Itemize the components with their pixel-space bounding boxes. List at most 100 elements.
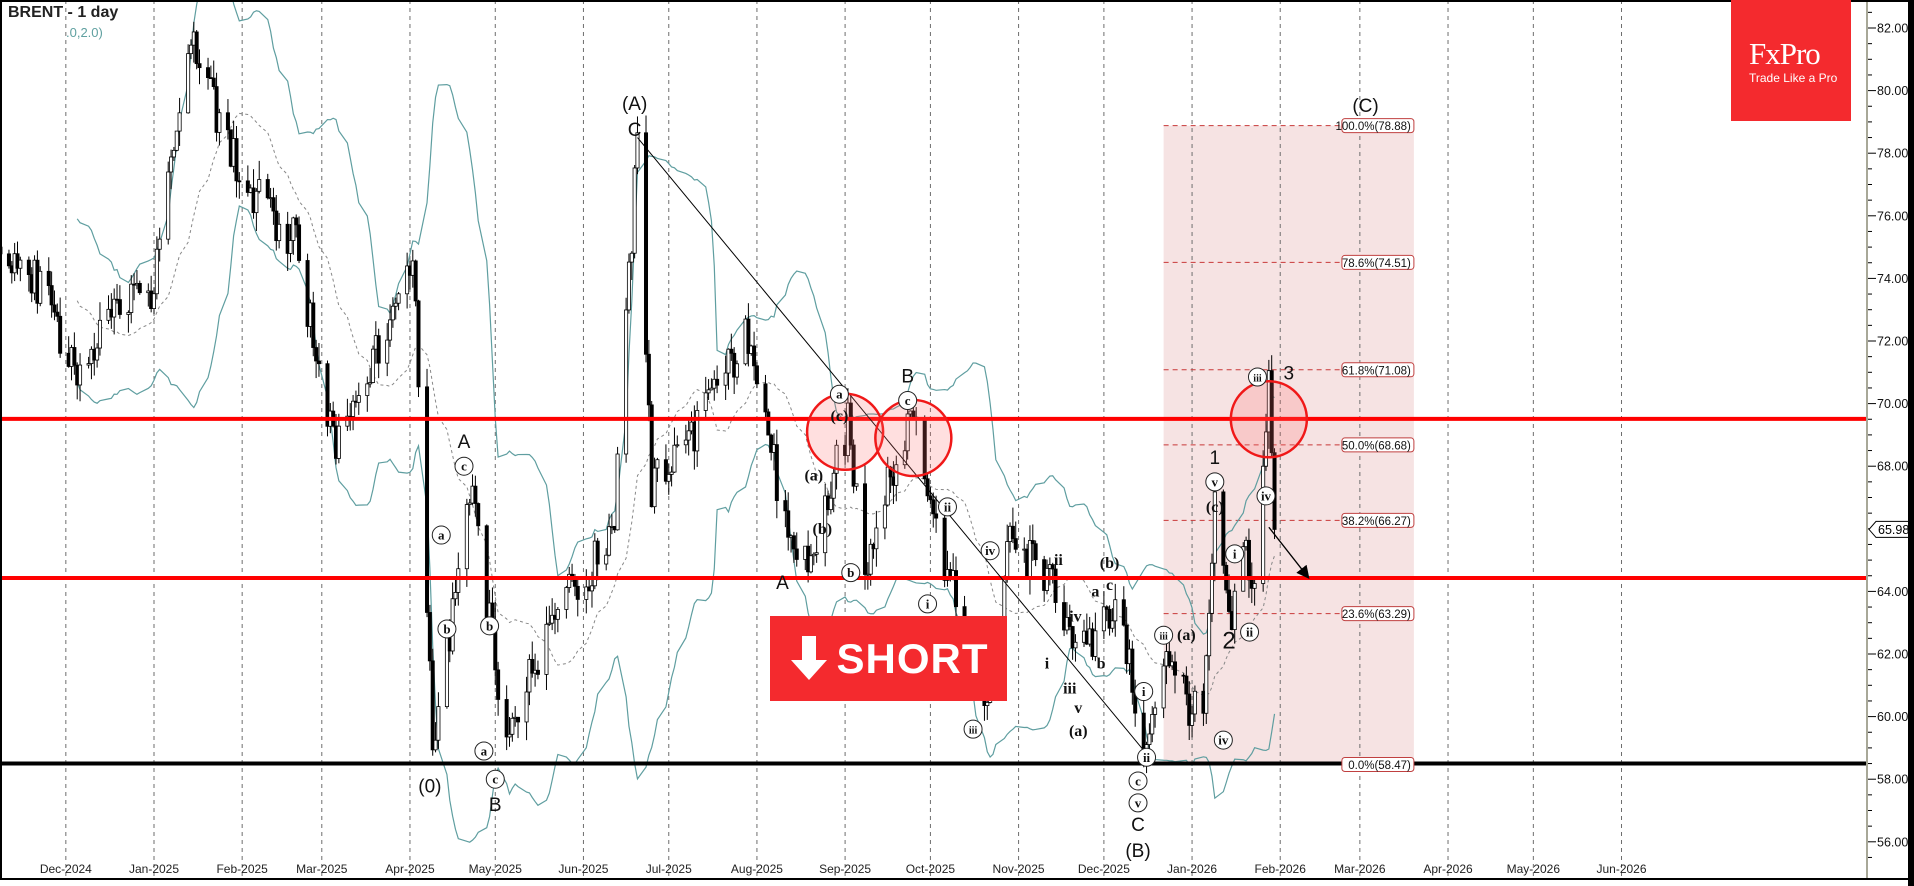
fib-label-box	[1341, 362, 1415, 378]
candle-body	[237, 180, 242, 183]
candle-body	[1227, 589, 1232, 612]
candle	[516, 716, 521, 739]
candle	[683, 424, 688, 454]
candle	[555, 607, 560, 633]
candle-body	[1261, 465, 1266, 584]
candle	[894, 455, 899, 502]
candle	[464, 498, 469, 587]
candle	[376, 328, 381, 379]
candle-body	[1232, 590, 1237, 630]
wave-label-text: A	[776, 573, 789, 594]
wave-label-text: iii	[1063, 680, 1077, 697]
candle	[325, 360, 330, 437]
price-axis-label: 80.00	[1877, 84, 1908, 98]
candle	[1167, 642, 1172, 669]
candle-body	[177, 112, 182, 132]
candle	[774, 429, 779, 519]
fib-label-text: 0.0%(58.47)	[1348, 760, 1411, 772]
wave-label-text: C	[1131, 815, 1145, 836]
wave-label-text: (B)	[1125, 841, 1150, 862]
fib-level-label: 61.8%(71.08)	[1341, 362, 1415, 378]
candle-body	[669, 471, 674, 475]
wave-label-circle	[480, 616, 500, 636]
candle	[575, 579, 580, 617]
candle-body	[1207, 612, 1212, 657]
wave-label-text: (A)	[622, 94, 647, 115]
candle-body	[277, 223, 282, 242]
candle	[46, 257, 51, 296]
candle	[154, 236, 159, 300]
candle	[934, 495, 939, 533]
candle-body	[1070, 626, 1075, 649]
highlight-circle	[805, 392, 885, 472]
fib-label-box	[1341, 606, 1415, 622]
candle-body	[766, 411, 771, 436]
candle-body	[854, 483, 859, 487]
candle-body	[1050, 564, 1055, 570]
candle	[564, 585, 569, 619]
wave-label: (b)	[813, 521, 833, 538]
candle	[1033, 540, 1038, 567]
candle	[666, 463, 671, 495]
wave-label-circle	[898, 390, 918, 410]
candle	[1070, 625, 1075, 660]
right-border	[1908, 0, 1914, 886]
candle-body	[848, 402, 853, 446]
x-tick-label: Apr-2025	[385, 862, 435, 876]
candle-body	[646, 353, 651, 406]
candle	[351, 394, 356, 431]
candle	[6, 249, 11, 269]
wave-label-text: v	[1135, 795, 1142, 810]
candle-body	[464, 504, 469, 570]
arrow-down-icon	[790, 635, 827, 680]
highlight-circle	[1229, 380, 1309, 459]
candle	[1067, 604, 1072, 631]
wave-label: 2	[1222, 627, 1235, 654]
candle-body	[715, 378, 720, 386]
wave-label-text: i	[1142, 684, 1146, 699]
wave-label-circle	[963, 719, 983, 739]
wave-label-text: (b)	[1100, 555, 1120, 572]
wave-label-text: a	[836, 387, 843, 402]
candle	[58, 297, 63, 358]
wave-label-circle	[1134, 682, 1154, 702]
candle	[735, 360, 740, 385]
candle-body	[390, 305, 395, 321]
candle-body	[433, 739, 438, 751]
x-tick-label: Jul-2025	[646, 862, 692, 876]
candle-body	[706, 389, 711, 394]
wave-label: B	[489, 795, 502, 816]
wave-label-text: c	[905, 393, 911, 408]
candle-body	[413, 260, 418, 302]
candle	[882, 495, 887, 540]
candle	[1104, 605, 1109, 622]
candle-body	[214, 86, 219, 133]
candle-body	[695, 410, 700, 452]
candle-body	[510, 717, 515, 735]
candle-body	[507, 733, 512, 738]
candle-body	[186, 53, 191, 114]
candle	[791, 531, 796, 563]
candle-body	[174, 130, 179, 151]
candle-body	[285, 223, 290, 254]
logo-brand: FxPro	[1749, 36, 1821, 71]
candle-body	[393, 302, 398, 307]
candle	[1030, 524, 1035, 561]
wave-label-text: b	[443, 621, 450, 636]
candle-body	[703, 392, 708, 411]
candle	[863, 465, 868, 590]
candle	[814, 536, 819, 563]
wave-label-text: a	[438, 528, 445, 543]
candle-body	[524, 691, 529, 723]
candle	[197, 49, 202, 85]
candle	[356, 382, 361, 415]
candle	[632, 164, 637, 259]
wave-label: c	[454, 456, 474, 476]
candle	[709, 378, 714, 391]
wave-label: (C)	[1352, 96, 1378, 117]
wave-label-text: (0)	[418, 776, 441, 797]
candle	[225, 99, 230, 140]
candle-body	[595, 540, 600, 565]
